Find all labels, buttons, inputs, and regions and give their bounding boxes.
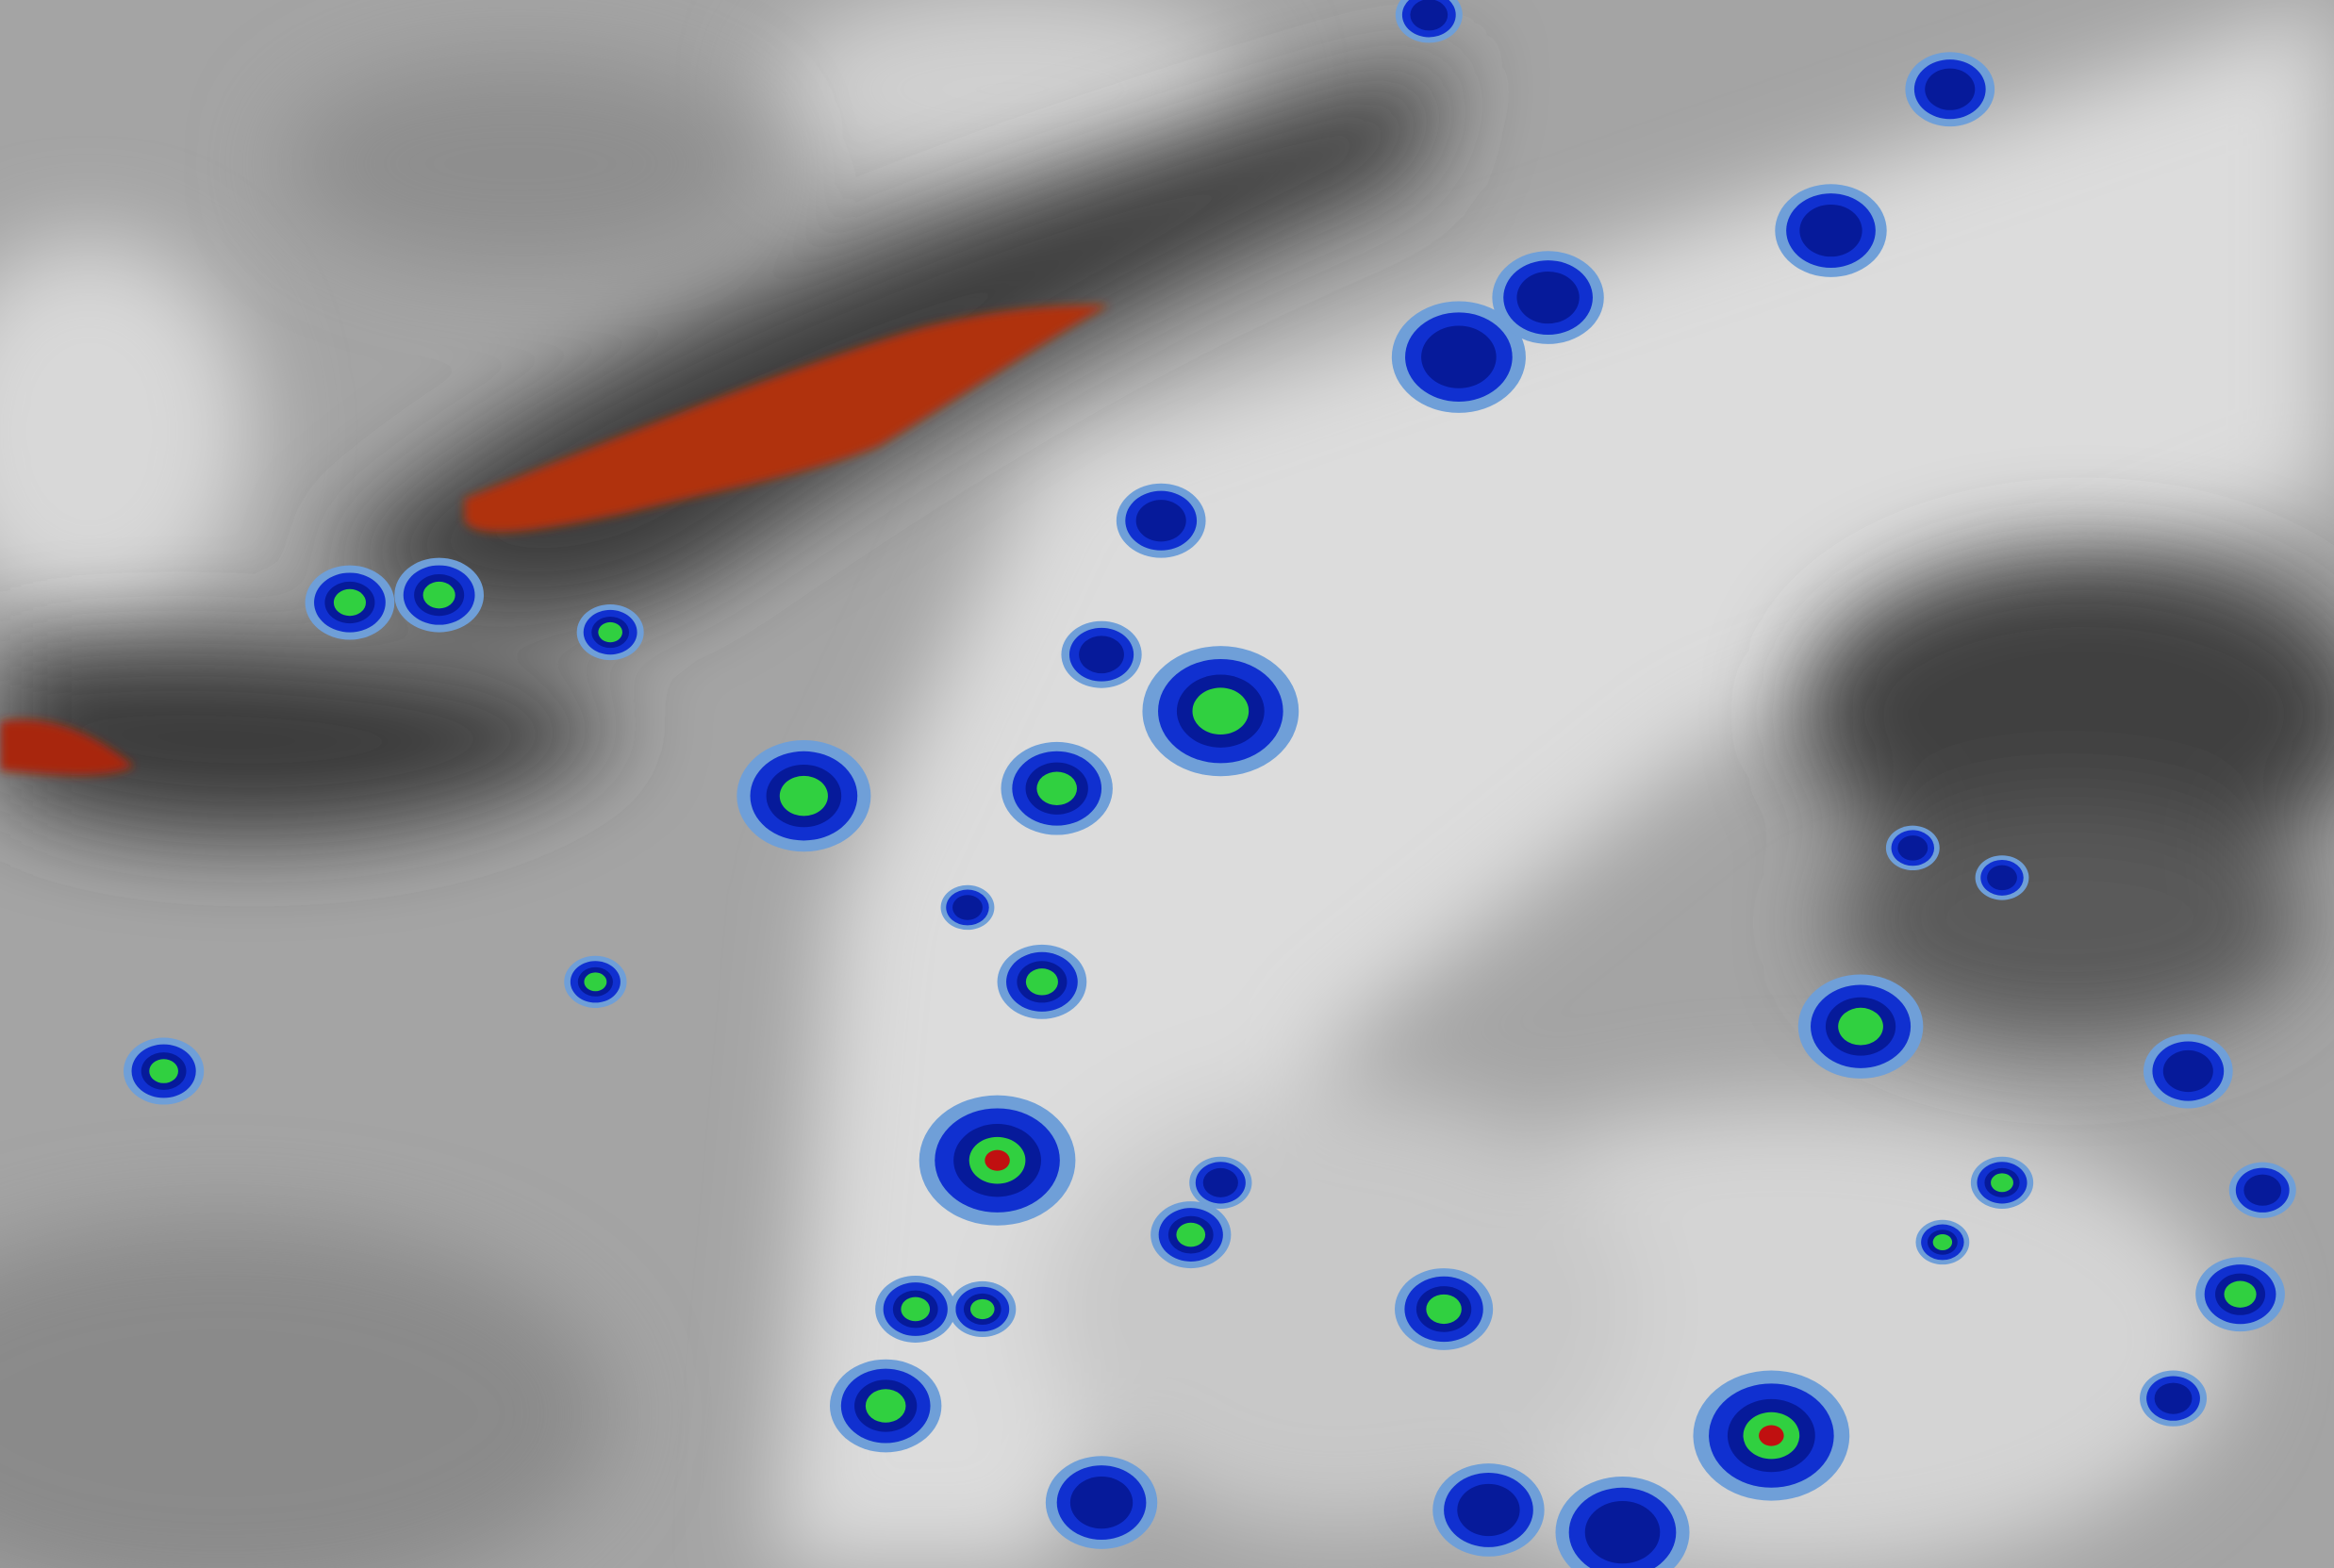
cell-dark-blue bbox=[2154, 1382, 2193, 1414]
cell-red-core bbox=[1759, 1425, 1784, 1446]
cell-dark-blue bbox=[1897, 835, 1928, 861]
cell-dark-blue bbox=[1079, 635, 1124, 674]
cell-green-core bbox=[584, 972, 607, 992]
warm-dry-streaks bbox=[0, 305, 1109, 776]
cell-dark-blue bbox=[1987, 865, 2017, 891]
cell-green-core bbox=[422, 581, 455, 609]
cell-dark-blue bbox=[2162, 1049, 2213, 1093]
cell-dark-blue bbox=[1135, 500, 1186, 542]
cell-dark-blue bbox=[952, 895, 983, 920]
cell-dark-blue bbox=[1410, 0, 1448, 31]
cell-green-core bbox=[333, 588, 366, 617]
cell-green-core bbox=[1426, 1294, 1462, 1325]
cell-green-core bbox=[1991, 1173, 2013, 1193]
cell-green-core bbox=[149, 1059, 178, 1083]
cell-green-core bbox=[1176, 1222, 1206, 1247]
cell-green-core bbox=[2224, 1280, 2257, 1308]
cell-green-core bbox=[1192, 687, 1250, 735]
cell-green-core bbox=[779, 775, 828, 817]
cell-red-core bbox=[985, 1149, 1010, 1171]
cell-dark-blue bbox=[1421, 325, 1497, 388]
cell-green-core bbox=[1036, 771, 1078, 805]
cell-green-core bbox=[598, 621, 622, 643]
cell-dark-blue bbox=[1069, 1476, 1134, 1529]
red-streak-upper bbox=[464, 305, 1109, 533]
cell-dark-blue bbox=[1457, 1483, 1520, 1537]
cell-dark-blue bbox=[1516, 271, 1580, 324]
convective-cells bbox=[124, 0, 2296, 1568]
cell-dark-blue bbox=[1799, 204, 1862, 257]
cell-dark-blue bbox=[1925, 68, 1976, 110]
red-streak-left bbox=[0, 719, 135, 776]
cell-green-core bbox=[1932, 1233, 1953, 1250]
cell-green-core bbox=[1838, 1007, 1883, 1046]
cell-green-core bbox=[969, 1298, 995, 1320]
cell-green-core bbox=[865, 1389, 906, 1423]
cell-green-core bbox=[1025, 968, 1058, 996]
cell-dark-blue bbox=[1202, 1167, 1238, 1197]
cell-dark-blue bbox=[1584, 1500, 1661, 1564]
cell-dark-blue bbox=[2243, 1174, 2282, 1206]
cell-green-core bbox=[901, 1296, 931, 1322]
